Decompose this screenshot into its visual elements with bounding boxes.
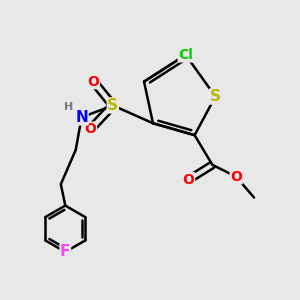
Text: S: S: [210, 89, 221, 104]
Text: H: H: [64, 102, 73, 112]
Text: F: F: [60, 244, 70, 260]
Text: S: S: [107, 98, 118, 113]
Text: Cl: Cl: [178, 48, 193, 62]
Text: O: O: [85, 122, 97, 136]
Text: O: O: [88, 75, 100, 88]
Text: O: O: [183, 173, 195, 187]
Text: N: N: [75, 110, 88, 125]
Text: O: O: [230, 170, 242, 184]
